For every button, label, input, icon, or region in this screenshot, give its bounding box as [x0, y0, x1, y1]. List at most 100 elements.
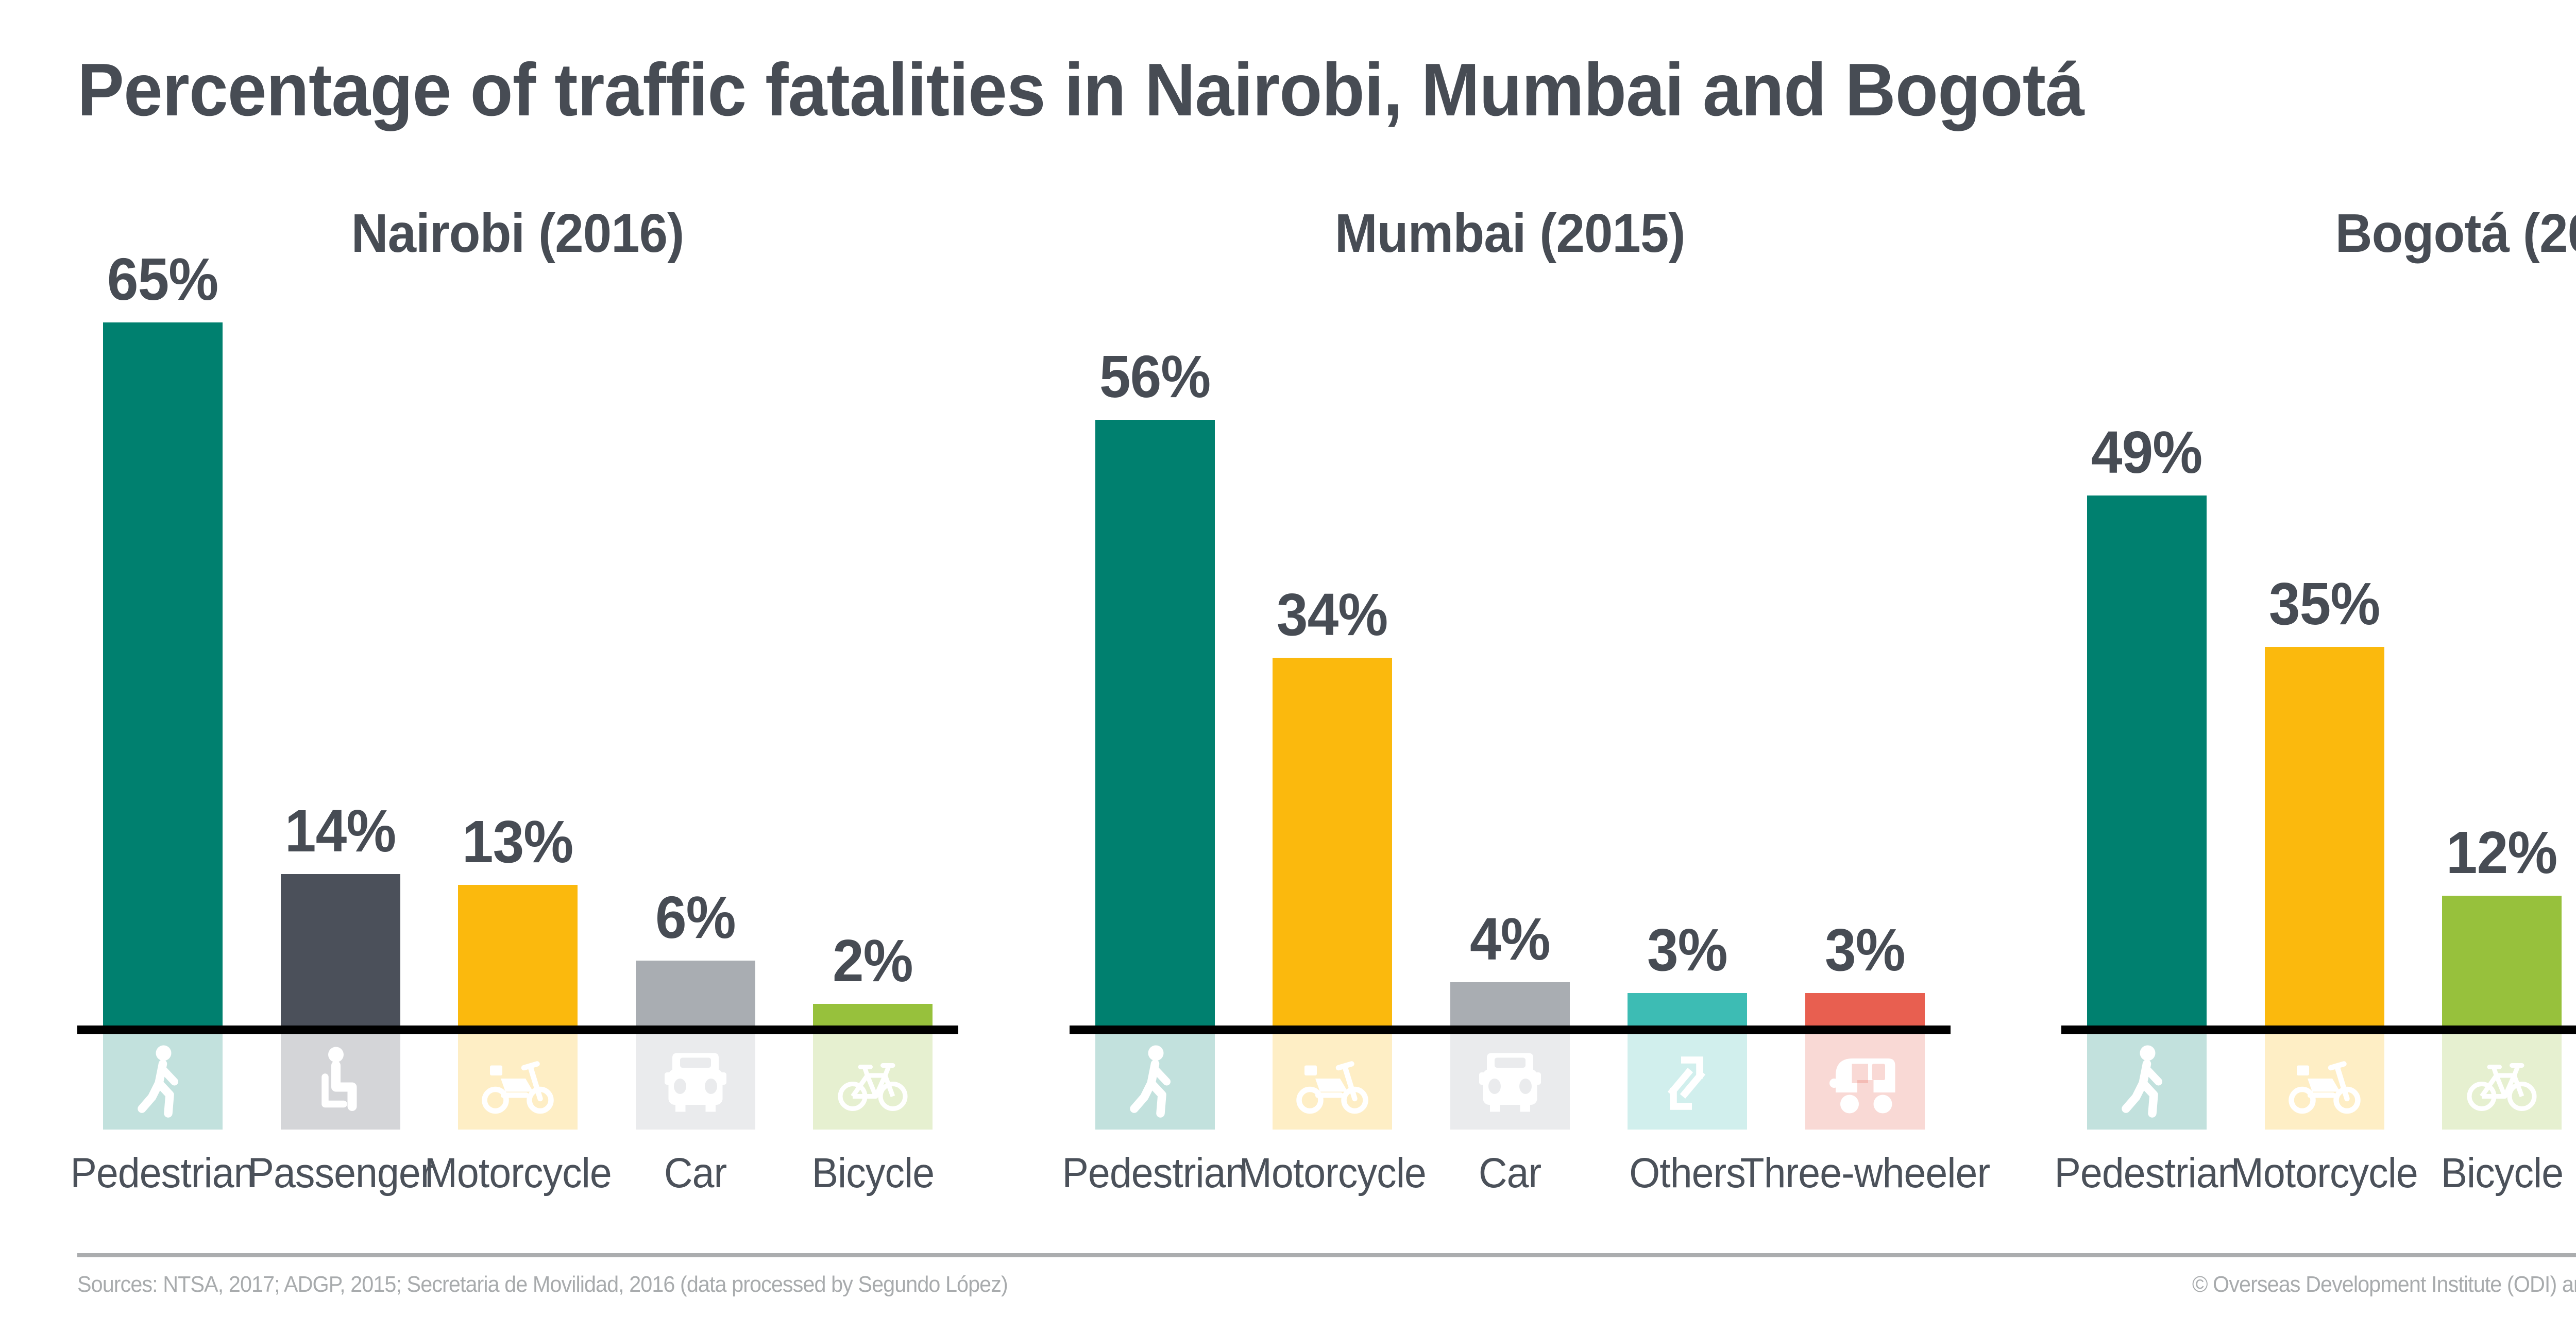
bar-value-text: 14%	[284, 797, 396, 864]
bar-value-label: 14%	[281, 801, 399, 861]
category-label-text: Pedestrian	[70, 1149, 256, 1197]
bar-value-text: 12%	[2446, 818, 2557, 886]
motorcycle-icon	[1294, 1043, 1371, 1120]
pedestrian-icon	[1116, 1043, 1194, 1120]
bar	[103, 322, 223, 1026]
bar-column: 3%	[1805, 264, 1925, 1026]
category-label: Others	[1628, 1149, 1747, 1198]
category-label-text: Passenger	[247, 1149, 433, 1197]
bar-value-label: 3%	[1645, 920, 1730, 980]
footer-sources: Sources: NTSA, 2017; ADGP, 2015; Secreta…	[77, 1272, 1067, 1297]
category-label-text: Car and taxi	[2575, 1149, 2576, 1198]
bar-column: 4%	[1450, 264, 1570, 1026]
icon-tiles-row	[2061, 1034, 2576, 1130]
panel-title-text: Mumbai (2015)	[1334, 202, 1686, 264]
category-icon-tile	[813, 1034, 933, 1130]
category-icon-tile	[280, 1034, 400, 1130]
bar-value-text: 3%	[1824, 916, 1906, 983]
category-icon-tile	[1805, 1034, 1925, 1130]
category-label-text: Motorcycle	[1239, 1149, 1426, 1197]
pedestrian-icon	[2108, 1043, 2185, 1120]
category-label-text: Car	[664, 1149, 727, 1197]
category-label: Motorcycle	[2231, 1149, 2418, 1198]
bar-value-label: 12%	[2443, 823, 2561, 882]
bar-column: 65%	[103, 249, 223, 1026]
bar-value-label: 13%	[459, 812, 577, 871]
category-label-text: Others	[1629, 1149, 1746, 1197]
bar	[2087, 495, 2207, 1026]
category-label: Pedestrian	[70, 1149, 256, 1198]
category-label: Bicycle	[811, 1149, 935, 1198]
category-label-text: Car	[1478, 1149, 1541, 1197]
bar-value-label: 56%	[1096, 347, 1214, 406]
category-icon-tile	[103, 1034, 223, 1130]
bar-column: 12%	[2442, 264, 2562, 1026]
baseline-axis	[1069, 1025, 1951, 1034]
bar	[1273, 657, 1392, 1026]
bar-column: 2%	[813, 264, 933, 1026]
bar	[2442, 895, 2562, 1026]
category-label-text: Three-wheeler	[1740, 1149, 1990, 1197]
motorcycle-icon	[479, 1043, 556, 1120]
bar-value-text: 35%	[2268, 570, 2380, 637]
bar-value-text: 4%	[1469, 905, 1551, 972]
bicycle-icon	[834, 1043, 911, 1120]
category-icon-tile	[2442, 1034, 2562, 1130]
bar-column: 34%	[1273, 264, 1392, 1026]
category-icon-tile	[2264, 1034, 2384, 1130]
bar-column: 14%	[280, 264, 400, 1026]
category-label: Car	[1450, 1149, 1570, 1198]
category-labels-row: Pedestrian Passenger Motorcycle Car Bicycle	[70, 1149, 958, 1198]
three-wheeler-icon	[1826, 1043, 1904, 1120]
category-label-text: Bicycle	[2441, 1149, 2564, 1197]
car-icon	[657, 1043, 734, 1120]
panel-title-text: Nairobi (2016)	[351, 202, 685, 264]
bar-value-label: 35%	[2265, 574, 2383, 634]
bar-value-label: 3%	[1822, 920, 1908, 980]
panel-title: Mumbai (2015)	[1070, 202, 1951, 264]
footer-divider	[77, 1253, 2576, 1257]
category-label: Three-wheeler	[1740, 1149, 1990, 1198]
page-title-text: Percentage of traffic fatalities in Nair…	[77, 48, 2084, 131]
page-title: Percentage of traffic fatalities in Nair…	[77, 48, 2576, 131]
category-label: Pedestrian	[2054, 1149, 2240, 1198]
footer-sources-text: Sources: NTSA, 2017; ADGP, 2015; Secreta…	[77, 1271, 1008, 1297]
bar-value-label: 2%	[830, 931, 916, 990]
category-label-text: Motorcycle	[424, 1149, 612, 1197]
category-icon-tile	[2087, 1034, 2207, 1130]
bar-value-label: 4%	[1467, 909, 1553, 969]
motorcycle-icon	[2286, 1043, 2363, 1120]
bicycle-icon	[2463, 1043, 2540, 1120]
category-label: Car	[636, 1149, 755, 1198]
bar-column: 13%	[458, 264, 578, 1026]
car-icon	[1471, 1043, 1549, 1120]
bar-value-label: 49%	[2088, 422, 2206, 482]
bar	[1095, 419, 1215, 1026]
bars-area: 56% 34% 4% 3% 3%	[1070, 264, 1951, 1026]
bar-value-label: 65%	[104, 249, 222, 309]
category-label: Motorcycle	[424, 1149, 612, 1198]
bar-value-text: 13%	[462, 808, 573, 875]
bar	[635, 960, 755, 1026]
category-labels-row: Pedestrian Motorcycle Car Others Three-wheel…	[1062, 1149, 1990, 1198]
bar-column: 6%	[635, 264, 755, 1026]
category-label-text: Bicycle	[811, 1149, 935, 1197]
others-icon	[1649, 1043, 1726, 1120]
category-label: Motorcycle	[1239, 1149, 1426, 1198]
bar-column: 3%	[1628, 264, 1747, 1026]
baseline-axis	[77, 1025, 958, 1034]
bar-value-label: 34%	[1273, 585, 1391, 644]
panel-title: Nairobi (2016)	[77, 202, 958, 264]
chart-panel: Mumbai (2015) 56% 34% 4% 3% 3% Pedestrian Motor…	[1062, 202, 1990, 1198]
bar-value-text: 65%	[107, 245, 218, 313]
category-label-text: Pedestrian	[1062, 1149, 1248, 1197]
category-icon-tile	[458, 1034, 578, 1130]
chart-panel: Bogotá (2016)49%35%12%3%2%PedestrianMoto…	[2054, 202, 2576, 1198]
bar-value-text: 6%	[655, 883, 736, 951]
bars-area: 65% 14% 13% 6% 2%	[77, 249, 958, 1026]
category-label-text: Pedestrian	[2054, 1149, 2240, 1197]
bars-area: 49%35%12%3%2%	[2061, 264, 2576, 1026]
bar-value-text: 3%	[1647, 916, 1728, 983]
footer-copyright: © Overseas Development Institute (ODI) a…	[2144, 1272, 2576, 1297]
